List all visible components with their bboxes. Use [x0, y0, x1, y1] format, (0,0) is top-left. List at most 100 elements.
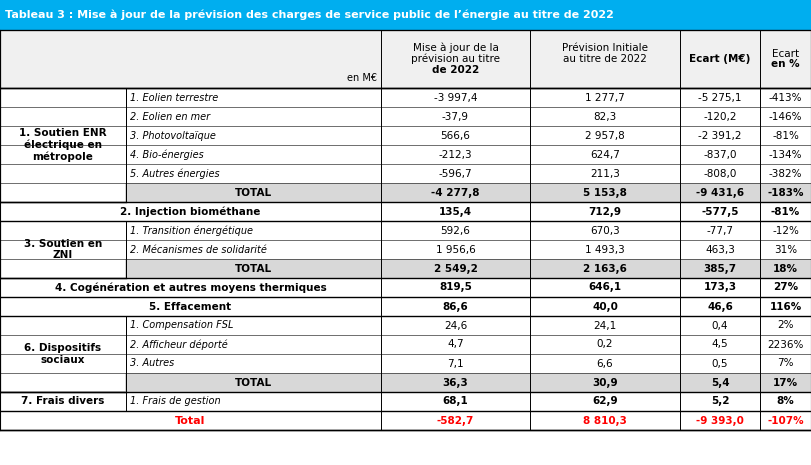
Bar	[0, 183, 811, 202]
Text: 2%: 2%	[777, 320, 794, 331]
Text: 3. Autres: 3. Autres	[130, 359, 174, 368]
Text: 3. Soutien en
ZNI: 3. Soutien en ZNI	[24, 239, 102, 260]
Text: TOTAL: TOTAL	[235, 264, 272, 273]
Text: -107%: -107%	[767, 416, 804, 425]
Text: -37,9: -37,9	[442, 112, 469, 121]
Bar	[0, 30, 811, 88]
Text: 46,6: 46,6	[707, 301, 733, 312]
Bar	[0, 316, 811, 335]
Text: de 2022: de 2022	[432, 65, 479, 75]
Text: 6,6: 6,6	[597, 359, 613, 368]
Text: -212,3: -212,3	[439, 150, 472, 159]
Text: -582,7: -582,7	[437, 416, 474, 425]
Text: -183%: -183%	[767, 187, 804, 198]
Text: 3. Photovoltaïque: 3. Photovoltaïque	[130, 131, 216, 140]
Bar	[0, 202, 811, 221]
Text: 173,3: 173,3	[703, 283, 736, 292]
Bar	[0, 88, 811, 107]
Bar	[0, 297, 811, 316]
Text: -9 393,0: -9 393,0	[696, 416, 744, 425]
Text: -5 275,1: -5 275,1	[698, 93, 742, 102]
Text: 8 810,3: 8 810,3	[583, 416, 627, 425]
Text: 1. Eolien terrestre: 1. Eolien terrestre	[130, 93, 218, 102]
Text: 4,5: 4,5	[712, 339, 728, 350]
Text: Ecart (M€): Ecart (M€)	[689, 54, 751, 64]
Text: -81%: -81%	[772, 131, 799, 140]
Text: 135,4: 135,4	[439, 206, 472, 217]
Text: 1. Frais de gestion: 1. Frais de gestion	[130, 397, 221, 406]
Bar	[0, 335, 811, 354]
Text: 712,9: 712,9	[589, 206, 621, 217]
Bar	[0, 164, 811, 183]
Text: 670,3: 670,3	[590, 226, 620, 235]
Text: 1 277,7: 1 277,7	[585, 93, 624, 102]
Text: 30,9: 30,9	[592, 378, 618, 387]
Text: -382%: -382%	[769, 168, 802, 179]
Text: en M€: en M€	[347, 73, 377, 83]
Text: 2236%: 2236%	[767, 339, 804, 350]
Text: 4. Bio-énergies: 4. Bio-énergies	[130, 149, 204, 160]
Text: -12%: -12%	[772, 226, 799, 235]
Text: Prévision Initiale: Prévision Initiale	[562, 43, 648, 53]
Text: au titre de 2022: au titre de 2022	[563, 54, 647, 64]
Text: 592,6: 592,6	[440, 226, 470, 235]
Text: Total: Total	[175, 416, 206, 425]
Text: 2. Injection biométhane: 2. Injection biométhane	[120, 206, 260, 217]
Text: prévision au titre: prévision au titre	[411, 54, 500, 64]
Text: 1. Soutien ENR
électrique en
métropole: 1. Soutien ENR électrique en métropole	[19, 128, 107, 162]
Bar	[0, 0, 811, 30]
Text: -120,2: -120,2	[703, 112, 736, 121]
Text: 4. Cogénération et autres moyens thermiques: 4. Cogénération et autres moyens thermiq…	[54, 282, 326, 293]
Text: -146%: -146%	[769, 112, 802, 121]
Text: 4,7: 4,7	[447, 339, 464, 350]
Text: 5. Autres énergies: 5. Autres énergies	[130, 168, 220, 179]
Text: -2 391,2: -2 391,2	[698, 131, 742, 140]
Bar	[0, 145, 811, 164]
Text: Ecart: Ecart	[772, 49, 799, 59]
Bar	[1, 221, 125, 278]
Text: -9 431,6: -9 431,6	[696, 187, 744, 198]
Text: 463,3: 463,3	[705, 245, 735, 254]
Bar	[0, 354, 811, 373]
Text: 17%: 17%	[773, 378, 798, 387]
Text: 0,4: 0,4	[712, 320, 728, 331]
Bar	[0, 373, 811, 392]
Text: 62,9: 62,9	[592, 397, 618, 406]
Text: 646,1: 646,1	[589, 283, 621, 292]
Bar	[0, 240, 811, 259]
Text: 5,4: 5,4	[710, 378, 729, 387]
Text: -837,0: -837,0	[703, 150, 736, 159]
Text: 385,7: 385,7	[703, 264, 736, 273]
Text: 24,1: 24,1	[594, 320, 616, 331]
Text: 31%: 31%	[774, 245, 797, 254]
Text: -77,7: -77,7	[706, 226, 733, 235]
Text: 68,1: 68,1	[443, 397, 469, 406]
Text: -81%: -81%	[771, 206, 800, 217]
Text: 0,5: 0,5	[712, 359, 728, 368]
Text: 1. Transition énergétique: 1. Transition énergétique	[130, 225, 253, 236]
Text: 27%: 27%	[773, 283, 798, 292]
Text: 0,2: 0,2	[597, 339, 613, 350]
Text: 1. Compensation FSL: 1. Compensation FSL	[130, 320, 234, 331]
Text: Mise à jour de la: Mise à jour de la	[413, 43, 499, 53]
Bar	[0, 411, 811, 430]
Text: 36,3: 36,3	[443, 378, 469, 387]
Text: 5 153,8: 5 153,8	[583, 187, 627, 198]
Text: TOTAL: TOTAL	[235, 187, 272, 198]
Text: 5. Effacement: 5. Effacement	[149, 301, 232, 312]
Text: 2 957,8: 2 957,8	[585, 131, 624, 140]
Text: TOTAL: TOTAL	[235, 378, 272, 387]
Text: -577,5: -577,5	[702, 206, 739, 217]
Text: en %: en %	[771, 59, 800, 69]
Bar	[0, 392, 811, 411]
Text: 82,3: 82,3	[594, 112, 616, 121]
Text: -3 997,4: -3 997,4	[434, 93, 477, 102]
Text: 18%: 18%	[773, 264, 798, 273]
Text: 2. Afficheur déporté: 2. Afficheur déporté	[130, 339, 228, 350]
Bar	[1, 88, 125, 201]
Text: 116%: 116%	[770, 301, 801, 312]
Text: -596,7: -596,7	[439, 168, 472, 179]
Text: 211,3: 211,3	[590, 168, 620, 179]
Text: -413%: -413%	[769, 93, 802, 102]
Text: 624,7: 624,7	[590, 150, 620, 159]
